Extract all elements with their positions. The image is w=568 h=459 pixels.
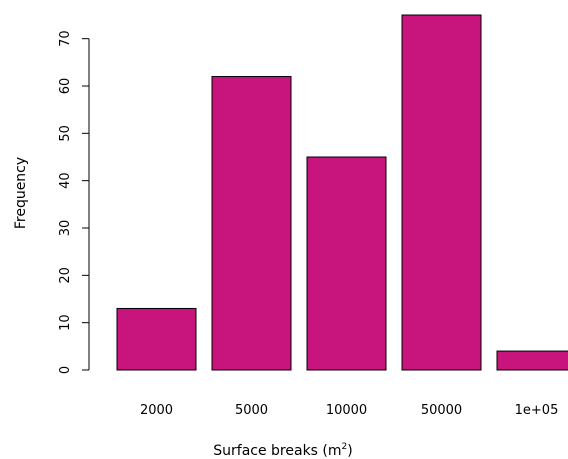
x-axis-title-superscript: 2 [342,442,348,452]
bar-1e+05 [496,350,568,371]
y-tick-label-70: 70 [58,30,73,47]
y-tick-label-10: 10 [58,314,73,331]
y-tick-label-0: 0 [58,366,73,374]
x-tick-label-5000: 5000 [235,403,268,418]
x-tick-label-2000: 2000 [140,403,173,418]
x-tick-label-1e+05: 1e+05 [515,403,559,418]
y-tick-label-50: 50 [58,125,73,142]
bar-2000 [116,307,197,371]
bar-50000 [401,14,482,371]
x-tick-label-10000: 10000 [326,403,367,418]
bar-10000 [306,156,387,371]
y-tick-label-60: 60 [58,78,73,95]
x-tick-label-50000: 50000 [421,403,462,418]
y-axis-title: Frequency [13,157,29,229]
bars [116,14,568,371]
y-tick-label-30: 30 [58,220,73,237]
x-axis-title: Surface breaks (m2) [213,442,352,459]
x-axis-title-suffix: ) [347,443,352,459]
x-tick-labels: 2000 5000 10000 50000 1e+05 [140,403,558,418]
x-axis-title-main: Surface breaks (m [213,443,341,459]
y-tick-label-20: 20 [58,267,73,284]
y-axis: 0 10 20 30 40 50 60 70 [58,30,90,374]
bar-5000 [211,76,292,371]
y-tick-label-40: 40 [58,172,73,189]
